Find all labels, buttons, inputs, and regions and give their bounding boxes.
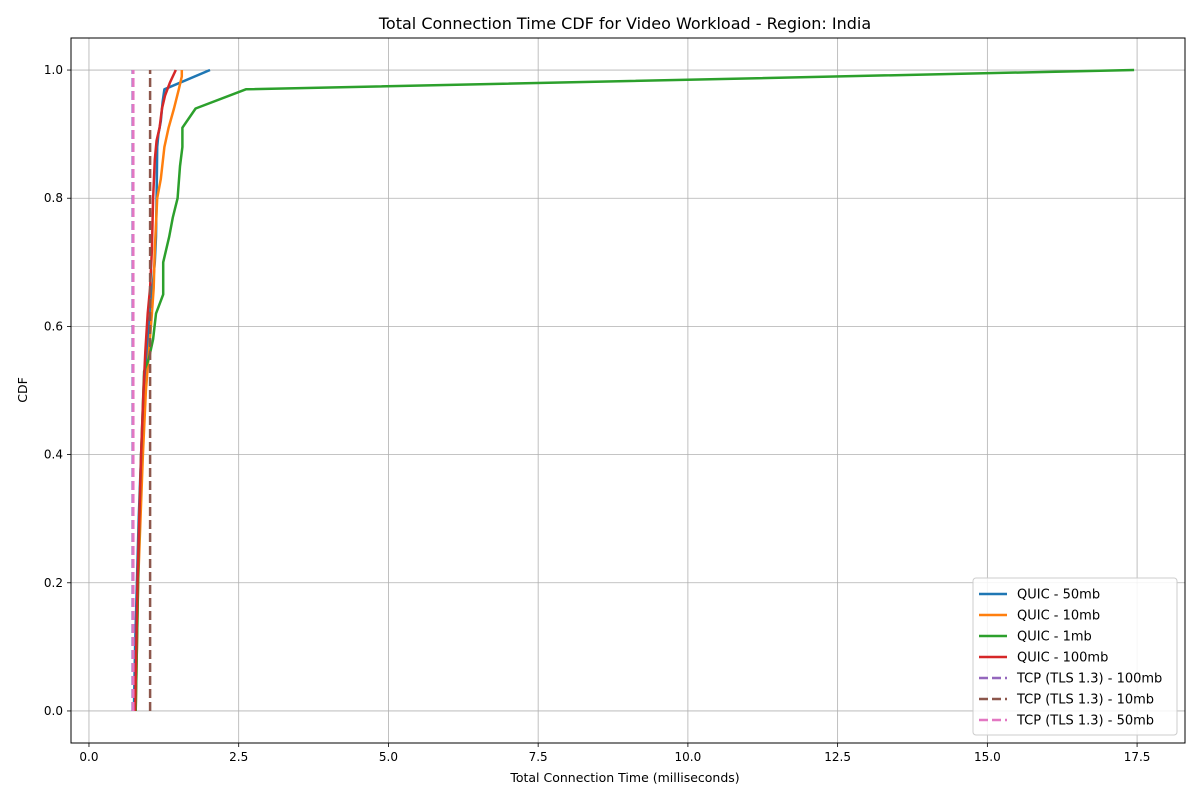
- legend: QUIC - 50mb QUIC - 10mb QUIC - 1mb QUIC - 1…: [972, 577, 1178, 736]
- legend-entry-label: TCP (TLS 1.3) - 10mb: [1016, 693, 1154, 708]
- legend-entry-label: TCP (TLS 1.3) - 50mb: [1016, 714, 1154, 729]
- axis-ticks: 0.0 2.5 5.0 7.5 10.0 12.5 15.0 17.5 0.0 0.2 0.4 0.6…: [44, 63, 1151, 764]
- x-tick-label: 2.5: [229, 750, 248, 764]
- y-tick-label: 0.6: [44, 319, 63, 333]
- x-tick-label: 10.0: [675, 750, 702, 764]
- legend-box: [972, 577, 1178, 736]
- y-tick-label: 0.4: [44, 448, 63, 462]
- y-tick-label: 0.2: [44, 576, 63, 590]
- chart-title: Total Connection Time CDF for Video Work…: [378, 14, 871, 33]
- legend-entry-label: QUIC - 50mb: [1017, 588, 1100, 603]
- x-tick-label: 5.0: [379, 750, 398, 764]
- legend-entry-label: QUIC - 1mb: [1017, 630, 1092, 645]
- y-tick-label: 0.0: [44, 704, 63, 718]
- x-tick-label: 0.0: [79, 750, 98, 764]
- series-line-quic-100mb: [133, 69, 177, 712]
- x-tick-label: 17.5: [1124, 750, 1151, 764]
- x-axis-label: Total Connection Time (milliseconds): [509, 770, 739, 785]
- legend-entry-label: TCP (TLS 1.3) - 100mb: [1016, 672, 1162, 687]
- x-tick-label: 15.0: [974, 750, 1001, 764]
- legend-entry-label: QUIC - 10mb: [1017, 609, 1100, 624]
- y-tick-label: 1.0: [44, 63, 63, 77]
- x-tick-label: 7.5: [529, 750, 548, 764]
- x-tick-label: 12.5: [824, 750, 851, 764]
- y-axis-label: CDF: [15, 377, 30, 403]
- plot-area-frame: [70, 37, 1186, 744]
- legend-entry-label: QUIC - 100mb: [1017, 651, 1108, 666]
- grid: [71, 38, 1185, 743]
- y-tick-label: 0.8: [44, 191, 63, 205]
- series-lines: [131, 68, 1135, 712]
